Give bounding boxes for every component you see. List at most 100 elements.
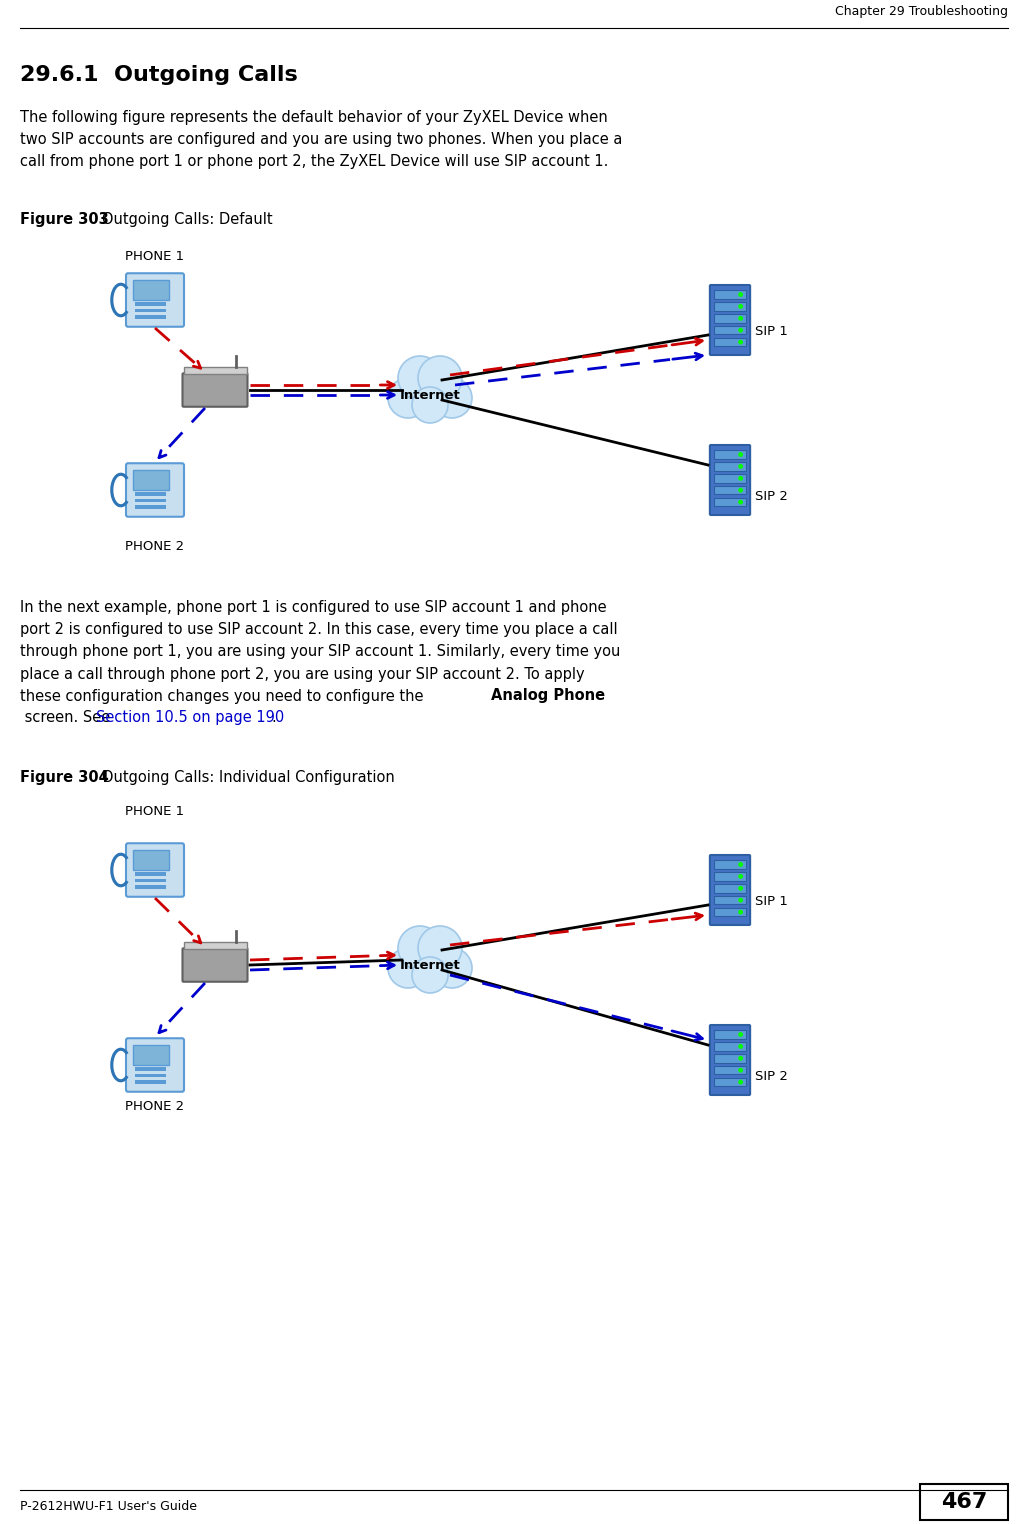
Text: In the next example, phone port 1 is configured to use SIP account 1 and phone
p: In the next example, phone port 1 is con… — [20, 600, 620, 704]
Bar — [714, 462, 745, 471]
Bar — [133, 1045, 169, 1065]
Text: SIP 1: SIP 1 — [755, 895, 787, 908]
Circle shape — [739, 887, 742, 890]
Text: .: . — [271, 710, 276, 725]
Text: 467: 467 — [941, 1492, 987, 1512]
Bar — [714, 872, 745, 881]
Bar — [714, 302, 745, 311]
Circle shape — [412, 387, 448, 424]
Bar — [136, 885, 166, 888]
Bar — [714, 908, 745, 916]
Circle shape — [739, 317, 742, 320]
Bar — [184, 942, 247, 949]
Circle shape — [388, 378, 428, 418]
FancyBboxPatch shape — [710, 285, 750, 355]
Circle shape — [432, 378, 472, 418]
Bar — [714, 498, 745, 506]
Bar — [136, 1067, 166, 1071]
Bar — [714, 338, 745, 346]
Circle shape — [388, 948, 428, 988]
Circle shape — [739, 340, 742, 344]
Circle shape — [398, 927, 442, 969]
FancyBboxPatch shape — [920, 1484, 1008, 1519]
FancyBboxPatch shape — [126, 273, 184, 326]
Bar — [136, 498, 166, 503]
Circle shape — [739, 899, 742, 902]
FancyBboxPatch shape — [126, 463, 184, 517]
Text: Internet: Internet — [400, 389, 461, 401]
Bar — [714, 896, 745, 904]
Text: Outgoing Calls: Individual Configuration: Outgoing Calls: Individual Configuration — [88, 770, 395, 785]
Text: The following figure represents the default behavior of your ZyXEL Device when
t: The following figure represents the defa… — [20, 110, 622, 169]
Text: SIP 2: SIP 2 — [755, 1070, 787, 1084]
FancyBboxPatch shape — [183, 373, 248, 407]
Bar — [136, 872, 166, 876]
Bar — [136, 1074, 166, 1077]
Circle shape — [398, 357, 442, 399]
FancyBboxPatch shape — [710, 1026, 750, 1096]
Text: Figure 303: Figure 303 — [20, 212, 109, 227]
Text: Section 10.5 on page 190: Section 10.5 on page 190 — [96, 710, 285, 725]
Bar — [133, 469, 169, 489]
Bar — [714, 1077, 745, 1087]
Circle shape — [418, 927, 462, 969]
Bar — [136, 492, 166, 497]
Circle shape — [739, 863, 742, 866]
Circle shape — [739, 329, 742, 332]
Text: screen. See: screen. See — [20, 710, 110, 725]
Bar — [714, 1055, 745, 1062]
Circle shape — [402, 933, 458, 988]
Bar — [133, 850, 169, 870]
Bar — [136, 302, 166, 306]
Circle shape — [739, 1081, 742, 1084]
Text: PHONE 2: PHONE 2 — [125, 539, 184, 553]
Bar — [714, 1042, 745, 1050]
Circle shape — [432, 948, 472, 988]
Circle shape — [739, 293, 742, 296]
Bar — [714, 474, 745, 483]
FancyBboxPatch shape — [126, 1038, 184, 1091]
Bar — [714, 486, 745, 494]
Circle shape — [739, 875, 742, 878]
Circle shape — [739, 453, 742, 456]
Circle shape — [739, 1044, 742, 1049]
Bar — [714, 1065, 745, 1074]
Text: P-2612HWU-F1 User's Guide: P-2612HWU-F1 User's Guide — [20, 1500, 197, 1513]
Text: Internet: Internet — [400, 959, 461, 971]
FancyBboxPatch shape — [183, 948, 248, 981]
FancyBboxPatch shape — [710, 855, 750, 925]
Text: 29.6.1  Outgoing Calls: 29.6.1 Outgoing Calls — [20, 66, 298, 85]
Circle shape — [739, 1068, 742, 1071]
Circle shape — [739, 477, 742, 480]
Text: Figure 304: Figure 304 — [20, 770, 109, 785]
Bar — [714, 314, 745, 323]
Bar — [136, 309, 166, 312]
Text: PHONE 1: PHONE 1 — [125, 250, 184, 264]
Text: Chapter 29 Troubleshooting: Chapter 29 Troubleshooting — [835, 5, 1008, 18]
Circle shape — [739, 1033, 742, 1036]
Circle shape — [412, 957, 448, 994]
FancyBboxPatch shape — [126, 843, 184, 896]
Circle shape — [418, 357, 462, 399]
Bar — [136, 879, 166, 882]
Circle shape — [739, 489, 742, 492]
Bar — [136, 504, 166, 509]
Bar — [133, 280, 169, 300]
Bar — [136, 1081, 166, 1084]
Text: PHONE 1: PHONE 1 — [125, 805, 184, 818]
Circle shape — [402, 363, 458, 418]
Text: Outgoing Calls: Default: Outgoing Calls: Default — [88, 212, 272, 227]
FancyBboxPatch shape — [710, 445, 750, 515]
Text: Analog Phone: Analog Phone — [491, 687, 605, 703]
Bar — [714, 1030, 745, 1039]
Circle shape — [739, 465, 742, 468]
Bar — [714, 884, 745, 893]
Circle shape — [739, 910, 742, 914]
Bar — [714, 450, 745, 459]
Circle shape — [739, 500, 742, 504]
Bar — [714, 860, 745, 869]
Text: PHONE 2: PHONE 2 — [125, 1100, 184, 1113]
Bar — [136, 315, 166, 319]
Text: SIP 2: SIP 2 — [755, 491, 787, 503]
Bar — [714, 290, 745, 299]
